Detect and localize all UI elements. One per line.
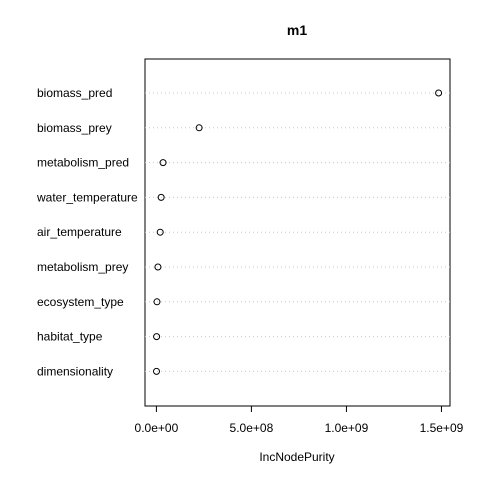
category-label: water_temperature — [36, 190, 138, 204]
data-point — [152, 367, 160, 375]
category-labels: biomass_pred biomass_prey metabolism_predw… — [36, 86, 138, 378]
category-label: metabolism_prey — [37, 260, 128, 274]
data-point — [153, 298, 161, 306]
x-axis: 0.0e+00 5.0e+08 1.0e+09 1.5e+09 — [135, 405, 464, 435]
category-label: dimensionality — [37, 364, 113, 378]
data-point — [195, 124, 203, 132]
guide-lines — [145, 92, 450, 372]
x-tick-label: 5.0e+08 — [230, 421, 274, 435]
chart-title: m1 — [287, 22, 307, 38]
category-label: air_temperature — [37, 225, 122, 239]
data-point — [157, 193, 165, 201]
x-tick-label: 0.0e+00 — [135, 421, 179, 435]
x-tick-label: 1.5e+09 — [420, 421, 464, 435]
data-point — [435, 89, 443, 97]
data-point — [153, 333, 161, 341]
x-axis-label: IncNodePurity — [259, 450, 334, 464]
data-point — [159, 159, 167, 167]
category-label: metabolism_pred — [37, 156, 129, 170]
x-tick-label: 1.0e+09 — [325, 421, 369, 435]
data-point — [154, 263, 162, 271]
data-point — [156, 228, 164, 236]
category-label: ecosystem_type — [37, 295, 124, 309]
category-label: habitat_type — [37, 330, 103, 344]
category-label: biomass_prey — [37, 121, 112, 135]
data-points — [152, 89, 443, 375]
category-label: biomass_pred — [37, 86, 112, 100]
